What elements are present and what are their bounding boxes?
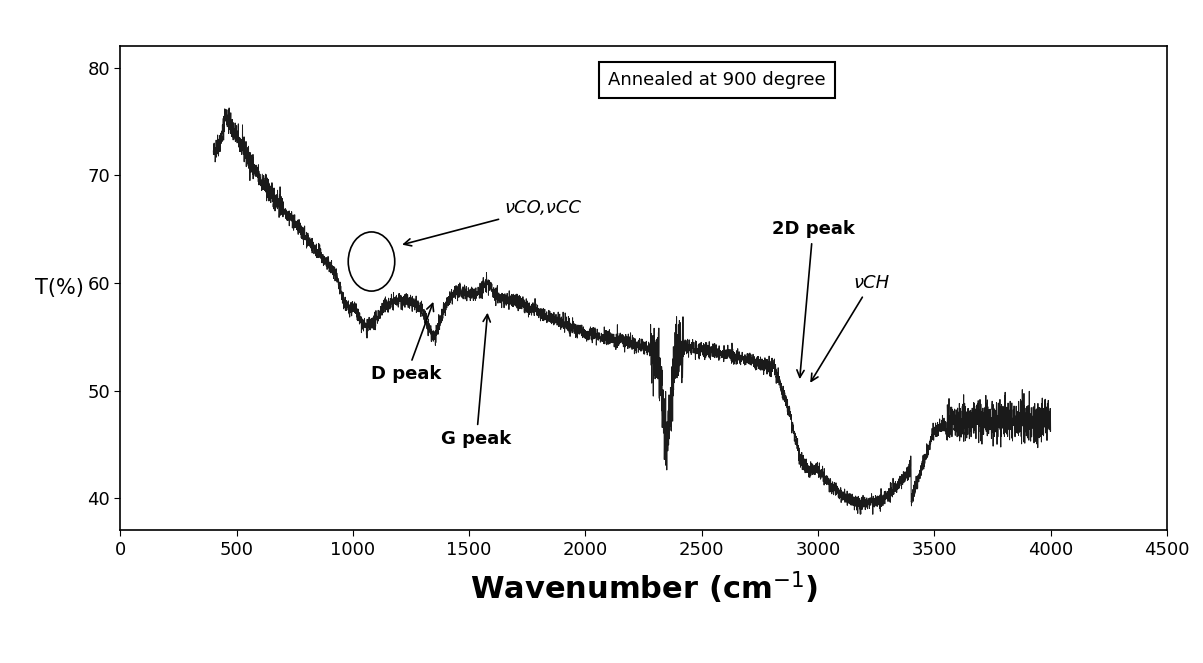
Text: 2D peak: 2D peak	[771, 220, 854, 377]
Text: νCO,νCC: νCO,νCC	[404, 199, 581, 246]
Text: νCH: νCH	[811, 274, 889, 381]
Text: Annealed at 900 degree: Annealed at 900 degree	[608, 72, 825, 90]
Y-axis label: T(%): T(%)	[35, 278, 84, 298]
X-axis label: Wavenumber (cm$^{-1}$): Wavenumber (cm$^{-1}$)	[469, 570, 818, 607]
Text: D peak: D peak	[372, 304, 442, 383]
Text: G peak: G peak	[442, 314, 511, 448]
